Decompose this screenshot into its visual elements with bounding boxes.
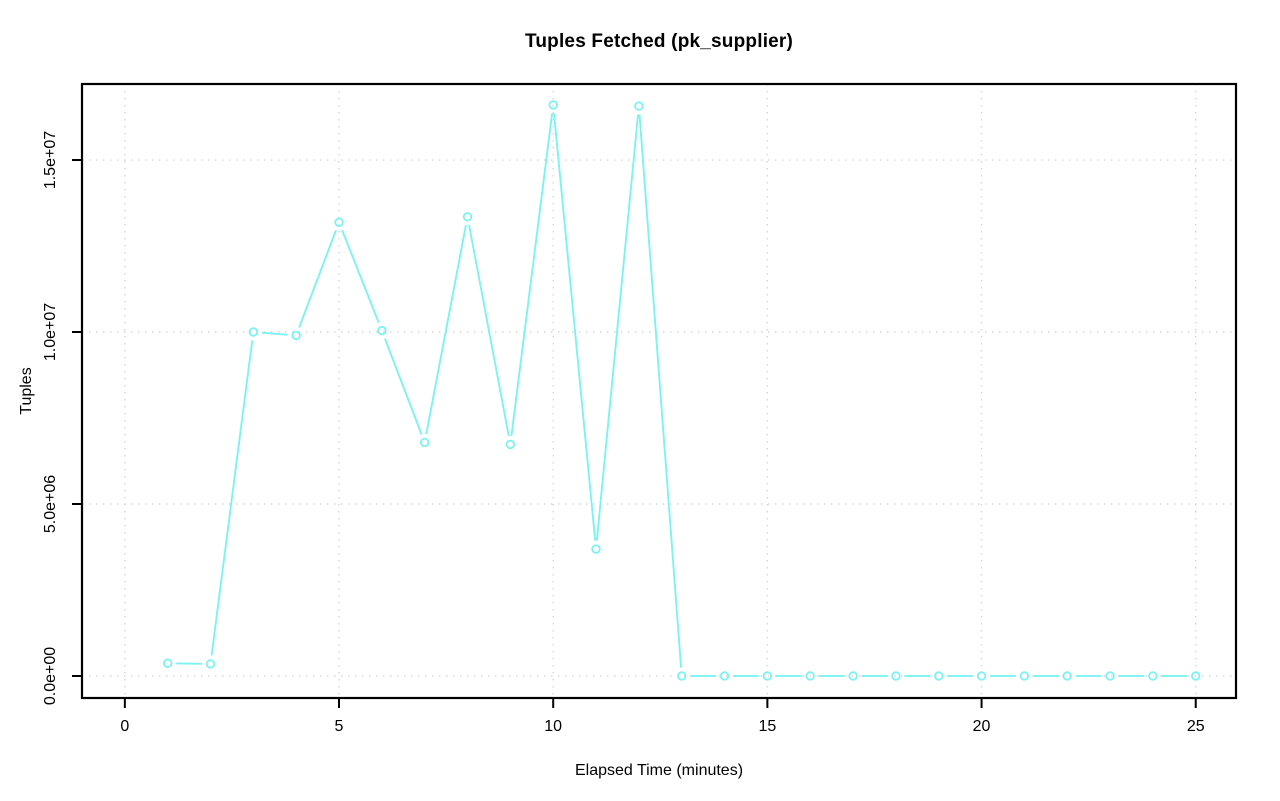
data-point-marker (677, 671, 687, 681)
data-point-marker (1148, 671, 1158, 681)
data-point-marker (934, 671, 944, 681)
series-segment (425, 224, 467, 435)
x-tick-label: 25 (1187, 718, 1205, 735)
data-point-marker (162, 658, 173, 668)
series-segment (261, 331, 288, 336)
data-point-marker (205, 659, 216, 669)
y-axis-label-text: Tuples (18, 367, 35, 415)
x-tick-label: 5 (335, 718, 344, 735)
data-point-marker (848, 671, 858, 681)
data-point-marker (891, 671, 901, 681)
series-segment (341, 229, 380, 324)
x-axis-label: Elapsed Time (minutes) (574, 762, 744, 779)
series-segment (298, 229, 337, 328)
x-tick-label: 20 (973, 718, 991, 735)
data-point-marker (1062, 671, 1072, 681)
series-segment (384, 338, 423, 435)
data-point-marker (805, 671, 815, 681)
x-tick-label: 10 (544, 718, 562, 735)
data-point-marker (291, 330, 301, 341)
series-segment (595, 114, 639, 541)
series-segment (468, 224, 510, 437)
y-tick-label: 5.0e+06 (42, 475, 59, 533)
data-point-marker (377, 325, 387, 336)
data-point-marker (1105, 671, 1115, 681)
data-point-marker (591, 544, 601, 554)
data-point-marker (334, 217, 344, 227)
data-point-marker (505, 439, 516, 450)
data-point-marker (762, 671, 773, 681)
x-tick-label: 0 (120, 718, 129, 735)
x-tick-label: 15 (758, 718, 776, 735)
series-segment (510, 113, 554, 437)
data-point-marker (976, 671, 987, 681)
data-point-marker (419, 437, 430, 448)
data-point-marker (634, 101, 644, 111)
data-point-marker (548, 100, 558, 110)
y-tick-label: 0.0e+00 (42, 647, 59, 705)
data-point-marker (1019, 671, 1030, 681)
chart-title: Tuples Fetched (pk_supplier) (524, 31, 794, 52)
y-tick-label: 1.0e+07 (42, 303, 59, 361)
y-tick-label: 1.5e+07 (42, 131, 59, 189)
series-segment (210, 340, 254, 656)
data-point-marker (1191, 671, 1201, 681)
data-point-marker (248, 327, 259, 337)
data-point-marker (462, 212, 473, 222)
series-segment (553, 113, 597, 541)
data-point-marker (719, 671, 730, 681)
series-segment (638, 114, 683, 668)
axis-box (80, 82, 1238, 700)
